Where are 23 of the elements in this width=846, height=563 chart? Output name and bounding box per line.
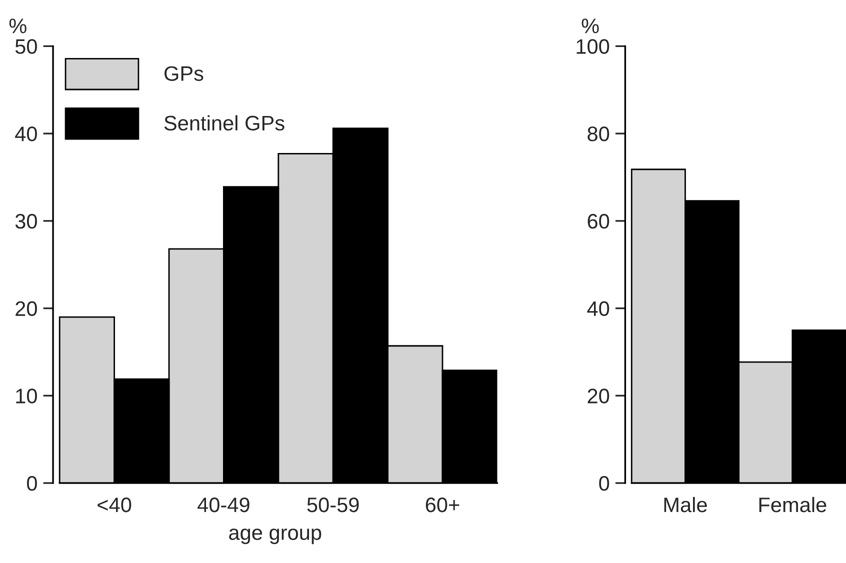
y-tick-label: 20 (588, 388, 610, 404)
y-tick-label: 0 (599, 476, 610, 491)
y-tick-label: 30 (15, 214, 37, 229)
x-tick-label: Male (664, 496, 707, 512)
y-tick-label: 80 (588, 126, 610, 142)
y-tick-label: 10 (16, 388, 37, 404)
x-tick-label: Female (759, 496, 826, 512)
x-axis-title: age group (229, 528, 322, 544)
legend-label: GPs (164, 66, 204, 81)
y-tick-label: 0 (26, 476, 37, 491)
y-tick-label: 20 (16, 301, 37, 316)
y-tick-label: 40 (587, 301, 610, 316)
y-axis-title: % (582, 18, 599, 34)
y-axis-title: % (9, 18, 26, 34)
x-tick-label: 40-49 (198, 497, 250, 512)
x-tick-label: <40 (98, 497, 132, 512)
y-tick-label: 50 (15, 39, 37, 54)
y-tick-label: 40 (15, 126, 37, 142)
y-tick-label: 100 (576, 39, 610, 54)
x-tick-label: 50-59 (307, 497, 359, 512)
y-tick-label: 60 (588, 214, 610, 229)
x-tick-label: 60+ (426, 497, 460, 512)
legend-label: Sentinel GPs (164, 115, 284, 131)
